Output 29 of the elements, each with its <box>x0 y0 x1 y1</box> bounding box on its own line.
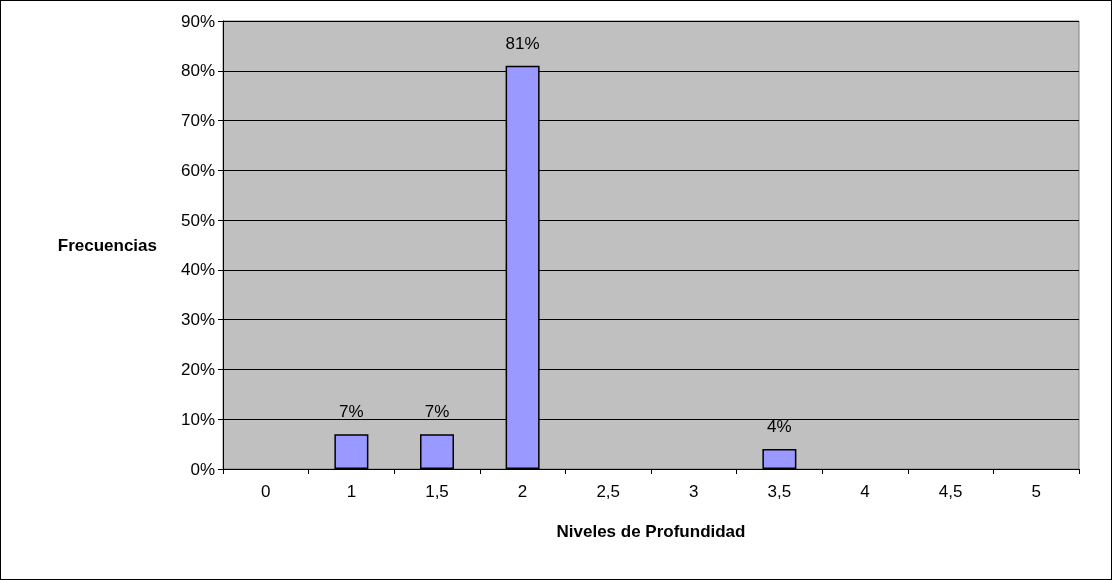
x-tick-label: 4,5 <box>938 482 963 501</box>
y-tick-label: 0% <box>190 459 215 479</box>
data-label: 7% <box>339 402 364 422</box>
y-axis-title: Frecuencias <box>57 235 157 255</box>
x-tick-label: 1 <box>346 482 357 501</box>
data-label: 7% <box>424 402 450 422</box>
x-tick-label: 2,5 <box>596 482 621 501</box>
bar <box>420 434 454 469</box>
y-tick-label: 90% <box>180 11 215 31</box>
y-tick-label: 50% <box>180 210 215 230</box>
y-tick-label: 30% <box>180 310 215 330</box>
y-tick-label: 70% <box>180 111 215 131</box>
x-tick-label: 3,5 <box>767 482 792 501</box>
x-axis-title: Niveles de Profundidad <box>556 522 746 541</box>
y-tick-label: 10% <box>180 409 215 429</box>
x-tick-label: 1,5 <box>425 482 449 501</box>
bar <box>762 449 797 469</box>
x-tick-label: 2 <box>517 482 528 501</box>
y-tick-label: 80% <box>180 61 215 81</box>
x-tick-label: 5 <box>1031 482 1041 501</box>
y-tick-label: 60% <box>180 160 215 180</box>
x-tick-label: 0 <box>261 482 271 501</box>
y-tick-label: 40% <box>180 260 215 280</box>
data-label: 81% <box>505 33 540 53</box>
bar <box>334 434 369 469</box>
data-label: 4% <box>767 417 792 437</box>
x-tick-label: 4 <box>860 482 870 501</box>
x-tick-label: 3 <box>689 482 699 501</box>
y-tick-label: 20% <box>180 359 215 379</box>
